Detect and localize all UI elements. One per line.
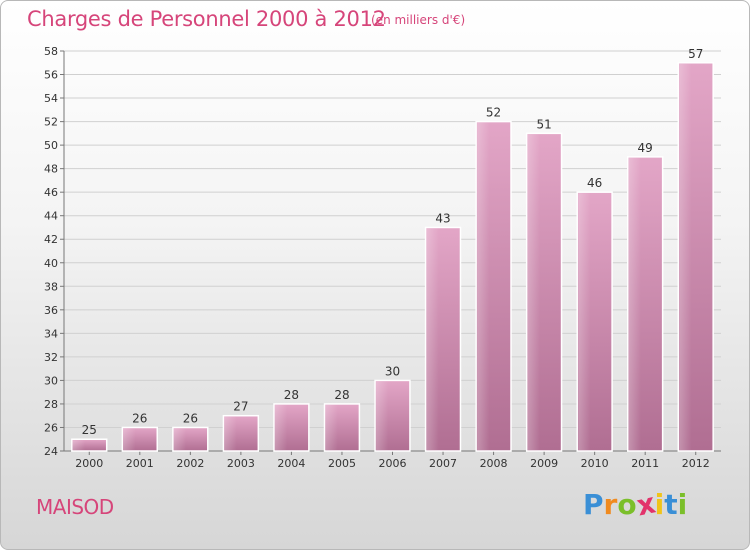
bar-value-label: 26 [183, 411, 198, 425]
bar-value-label: 46 [587, 176, 602, 190]
bar-highlight [274, 404, 288, 450]
y-tick-label: 26 [44, 421, 58, 434]
bar-highlight [578, 193, 591, 451]
bar-highlight [224, 416, 237, 450]
proxiti-logo: Proxiti [583, 486, 688, 522]
commune-name: MAISOD [36, 495, 114, 519]
bar-highlight [628, 157, 641, 450]
chart-subtitle: (en milliers d'€) [371, 13, 466, 27]
bar-highlight [72, 440, 86, 450]
bar-value-label: 30 [385, 364, 400, 378]
x-tick-label: 2005 [328, 457, 356, 470]
chart-title: Charges de Personnel 2000 à 2012 [27, 7, 386, 31]
x-tick-label: 2006 [379, 457, 407, 470]
y-tick-label: 46 [44, 186, 58, 199]
y-tick-label: 58 [44, 45, 58, 58]
logo-letter: P [583, 488, 604, 521]
y-tick-label: 32 [44, 351, 58, 364]
x-tick-label: 2010 [581, 457, 609, 470]
y-tick-label: 30 [44, 374, 58, 387]
logo-letter: i [677, 488, 688, 521]
y-tick-label: 38 [44, 280, 58, 293]
logo-letter: t [664, 488, 678, 521]
y-tick-label: 50 [44, 139, 58, 152]
bar-value-label: 25 [82, 423, 97, 437]
x-tick-label: 2000 [75, 457, 103, 470]
bar-value-label: 57 [688, 47, 703, 61]
bar [71, 438, 108, 452]
logo-letter: o [617, 488, 637, 521]
y-tick-label: 56 [44, 69, 58, 82]
bar-value-label: 28 [284, 388, 299, 402]
logo-letter: r [603, 488, 618, 521]
bar-value-label: 27 [233, 400, 248, 414]
y-tick-label: 34 [44, 327, 58, 340]
bar-highlight [679, 63, 692, 450]
bar-highlight [173, 428, 187, 450]
y-tick-label: 40 [44, 257, 58, 270]
bar-highlight [123, 428, 136, 450]
x-tick-label: 2004 [277, 457, 305, 470]
bar-value-label: 51 [536, 117, 551, 131]
y-tick-label: 42 [44, 233, 58, 246]
y-tick-label: 24 [44, 445, 58, 458]
x-tick-label: 2011 [631, 457, 659, 470]
y-tick-label: 54 [44, 92, 58, 105]
x-tick-label: 2002 [176, 457, 204, 470]
bar-value-label: 43 [435, 211, 450, 225]
bar-highlight [477, 122, 490, 451]
x-tick-label: 2012 [682, 457, 710, 470]
y-tick-label: 44 [44, 210, 58, 223]
bar-value-label: 28 [334, 388, 349, 402]
y-tick-label: 48 [44, 163, 58, 176]
x-tick-label: 2007 [429, 457, 457, 470]
x-tick-label: 2008 [480, 457, 508, 470]
x-tick-label: 2003 [227, 457, 255, 470]
y-tick-label: 36 [44, 304, 58, 317]
y-tick-label: 52 [44, 116, 58, 129]
logo-letter: i [654, 488, 665, 521]
y-tick-label: 28 [44, 398, 58, 411]
bar-value-label: 26 [132, 411, 147, 425]
bar-value-label: 52 [486, 106, 501, 120]
x-tick-label: 2001 [126, 457, 154, 470]
bar-value-label: 49 [638, 141, 653, 155]
bar-highlight [426, 228, 439, 450]
bar-highlight [527, 134, 540, 450]
x-tick-label: 2009 [530, 457, 558, 470]
bar-highlight [376, 381, 389, 450]
bar-highlight [325, 404, 338, 450]
